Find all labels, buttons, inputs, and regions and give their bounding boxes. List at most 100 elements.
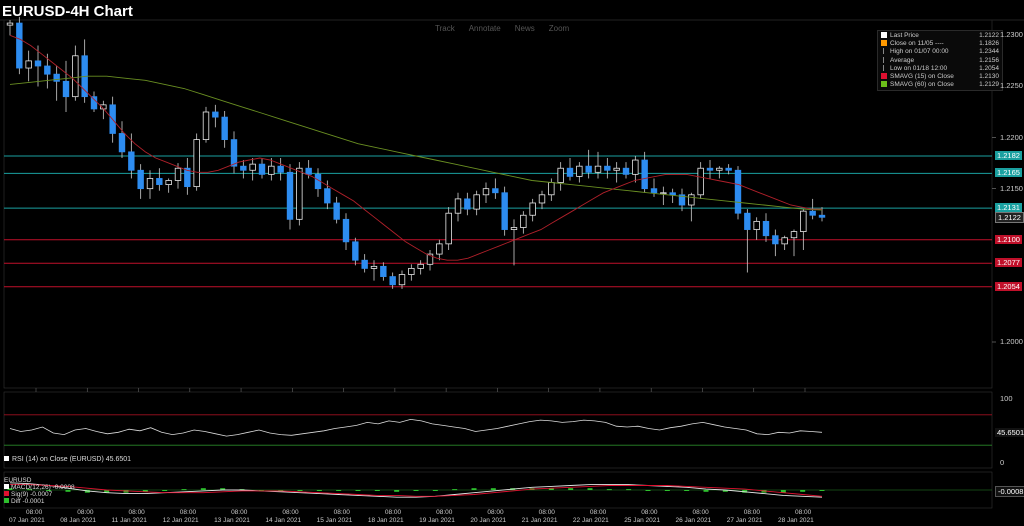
candle-body [16, 22, 23, 69]
macd-diff-bar [316, 490, 322, 491]
candle-body [744, 212, 751, 230]
news-button[interactable]: News [514, 24, 535, 33]
candle-body [576, 165, 583, 177]
macd-diff-bar [220, 488, 226, 490]
x-date-label: 28 Jan 2021 [778, 517, 814, 524]
legend-label: High on 01/07 00:00 [890, 48, 949, 56]
legend-swatch [881, 40, 887, 47]
candle-body [408, 267, 415, 275]
legend-label: Close on 11/05 ---- [890, 40, 944, 48]
macd-legend-text: Diff -0.0001 [11, 498, 45, 505]
macd-diff-bar [142, 490, 148, 492]
macd-diff-bar [722, 490, 728, 492]
candle-body [128, 151, 135, 171]
candle-body [221, 116, 228, 141]
x-time-label: 08:00 [538, 509, 555, 516]
candle-body [389, 276, 396, 286]
candle-body [800, 210, 807, 232]
candle-body [660, 192, 667, 195]
rsi-value-tag: 45.6501 [995, 428, 1024, 437]
candle-body [632, 159, 639, 175]
macd-value-tag: -0.0008 [995, 486, 1024, 497]
candle-body [380, 265, 387, 277]
candle-body [25, 60, 32, 69]
x-time-label: 08:00 [333, 509, 350, 516]
annotate-button[interactable]: Annotate [468, 24, 501, 33]
candle-body [212, 111, 219, 118]
x-date-label: 26 Jan 2021 [675, 517, 712, 524]
macd-diff-bar [452, 489, 458, 491]
x-time-label: 08:00 [487, 509, 504, 516]
track-button[interactable]: Track [435, 24, 455, 33]
candle-body [594, 165, 602, 173]
macd-legend-item: Sig(9) -0.0007 [4, 491, 52, 498]
candle-body [361, 259, 368, 269]
x-date-label: 20 Jan 2021 [470, 517, 507, 524]
candle-body [492, 188, 499, 194]
x-time-label: 08:00 [743, 509, 760, 516]
zoom-button[interactable]: Zoom [548, 24, 570, 33]
legend-swatch [881, 32, 887, 38]
legend-item: SMAVG (15) on Close 1.2130 [881, 73, 999, 81]
macd-diff-bar [162, 490, 168, 491]
candle-body [277, 165, 284, 173]
macd-diff-bar [374, 490, 380, 491]
candle-body [510, 227, 518, 230]
legend-label: Low on 01/18 12:00 [890, 64, 948, 72]
x-time-label: 08:00 [692, 509, 709, 516]
legend-label: Average [890, 56, 915, 64]
candle-body [398, 274, 406, 286]
candle-body [137, 169, 144, 190]
candle-body [62, 80, 70, 98]
x-time-label: 08:00 [641, 509, 658, 516]
legend-swatch [881, 81, 887, 88]
macd-diff-bar [568, 488, 574, 490]
macd-title: EURUSD [4, 477, 32, 484]
macd-legend-text: MACD(12,26) -0.0008 [11, 484, 75, 491]
x-date-label: 08 Jan 2021 [60, 517, 97, 524]
candle-body [6, 22, 14, 26]
candle-body [342, 218, 350, 243]
candle-body [809, 210, 816, 216]
candle-body [174, 167, 182, 181]
candle-body [548, 182, 555, 196]
rsi-tick-0: 0 [1000, 458, 1005, 467]
legend-item: Average 1.2156 [881, 56, 999, 65]
candle-body [324, 188, 331, 204]
chart-title: EURUSD-4H Chart [2, 3, 133, 20]
legend-label: SMAVG (60) on Close [890, 81, 954, 89]
macd-diff-bar [645, 490, 651, 491]
x-time-label: 08:00 [282, 509, 299, 516]
candle-body [641, 159, 648, 190]
x-date-label: 15 Jan 2021 [316, 517, 353, 524]
candle-body [333, 202, 340, 220]
x-date-label: 18 Jan 2021 [367, 517, 404, 524]
candle-body [734, 169, 742, 214]
candle-body [566, 167, 574, 177]
macd-diff-bar [104, 490, 110, 493]
candle-body [268, 165, 275, 175]
candle-body [529, 202, 536, 216]
rsi-swatch [4, 456, 9, 461]
x-time-label: 08:00 [26, 509, 43, 516]
candle-body [650, 188, 658, 194]
candle-body [772, 235, 779, 245]
macd-diff-bar [471, 488, 477, 490]
candle-body [202, 111, 210, 141]
candle-body [165, 180, 172, 185]
price-level-tag: 1.2077 [995, 258, 1022, 268]
legend-swatch [883, 48, 887, 55]
candle-body [697, 167, 704, 196]
macd-diff-bar [413, 490, 419, 491]
candle-body [156, 178, 163, 185]
candle-body [622, 167, 630, 175]
candle-body [557, 167, 564, 183]
macd-legend-swatch [4, 484, 9, 489]
candle-body [688, 194, 695, 206]
rsi-pane [3, 391, 993, 469]
rsi-line [9, 418, 823, 437]
legend-label: Last Price [890, 32, 919, 39]
legend-value: 1.2129 [979, 81, 999, 89]
legend-item: SMAVG (60) on Close 1.2129 [881, 81, 999, 89]
x-time-label: 08:00 [436, 509, 453, 516]
